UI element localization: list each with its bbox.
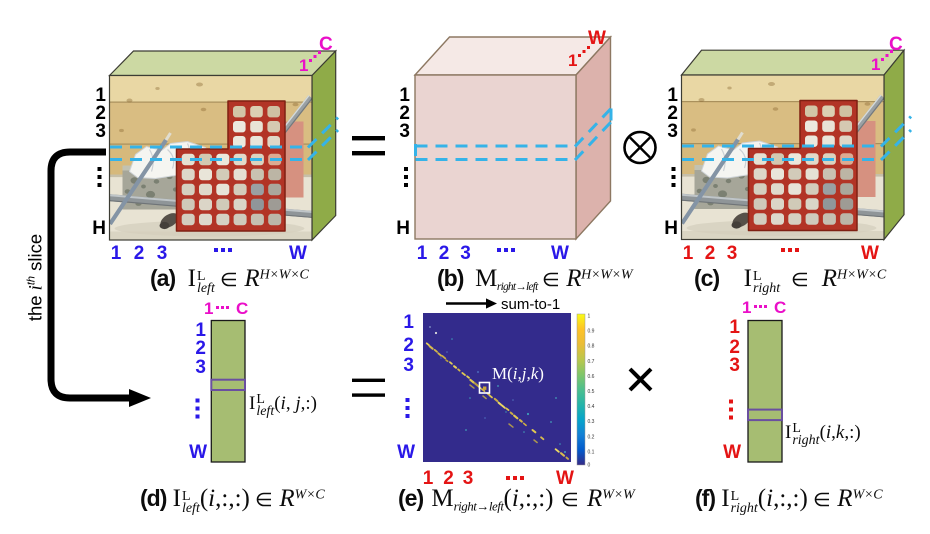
svg-text:2: 2 xyxy=(439,243,450,264)
svg-text:2: 2 xyxy=(403,335,414,356)
svg-text:2: 2 xyxy=(95,103,106,124)
svg-text:1: 1 xyxy=(95,85,106,106)
svg-text:1: 1 xyxy=(588,314,591,320)
svg-text:1: 1 xyxy=(204,299,213,318)
svg-text:0.8: 0.8 xyxy=(588,344,595,350)
svg-text:sum-to-1: sum-to-1 xyxy=(501,296,560,313)
svg-text:0.7: 0.7 xyxy=(588,359,595,365)
svg-text:W: W xyxy=(861,243,879,264)
svg-text:0.6: 0.6 xyxy=(588,374,595,380)
svg-text:C: C xyxy=(774,298,786,317)
svg-text:1: 1 xyxy=(568,51,577,70)
svg-text:1: 1 xyxy=(195,320,206,341)
svg-text:0: 0 xyxy=(588,463,591,469)
svg-text:0.3: 0.3 xyxy=(588,419,595,425)
svg-text:3: 3 xyxy=(667,121,678,142)
svg-text:1: 1 xyxy=(403,312,414,333)
svg-text:0.4: 0.4 xyxy=(588,404,595,410)
svg-text:3: 3 xyxy=(727,243,738,264)
svg-text:W: W xyxy=(723,442,741,463)
svg-text:1: 1 xyxy=(417,243,428,264)
svg-text:0.9: 0.9 xyxy=(588,329,595,335)
svg-text:0.2: 0.2 xyxy=(588,434,595,440)
svg-text:H: H xyxy=(396,218,410,239)
svg-text:3: 3 xyxy=(195,357,206,378)
svg-text:1: 1 xyxy=(111,243,122,264)
svg-text:1: 1 xyxy=(667,85,678,106)
svg-text:2: 2 xyxy=(667,103,678,124)
svg-text:1: 1 xyxy=(399,85,410,106)
svg-text:W: W xyxy=(289,243,307,264)
svg-text:3: 3 xyxy=(95,121,106,142)
svg-text:3: 3 xyxy=(460,243,471,264)
svg-text:2: 2 xyxy=(399,103,410,124)
svg-text:W: W xyxy=(588,28,606,49)
svg-text:W: W xyxy=(189,442,207,463)
svg-text:M(i,j,k): M(i,j,k) xyxy=(492,364,544,383)
svg-text:1: 1 xyxy=(423,468,434,489)
svg-text:3: 3 xyxy=(157,243,168,264)
svg-text:1: 1 xyxy=(742,298,751,317)
svg-text:C: C xyxy=(319,34,333,55)
svg-text:1: 1 xyxy=(299,56,308,75)
svg-text:2: 2 xyxy=(134,243,145,264)
svg-text:W: W xyxy=(551,243,569,264)
svg-text:3: 3 xyxy=(399,121,410,142)
svg-text:1: 1 xyxy=(871,55,880,74)
svg-text:2: 2 xyxy=(729,337,740,358)
svg-text:C: C xyxy=(889,34,903,55)
svg-text:H: H xyxy=(92,218,106,239)
svg-text:H: H xyxy=(664,218,678,239)
svg-text:W: W xyxy=(397,442,415,463)
svg-text:2: 2 xyxy=(705,243,716,264)
svg-text:2: 2 xyxy=(443,468,454,489)
svg-text:3: 3 xyxy=(729,355,740,376)
svg-text:1: 1 xyxy=(729,317,740,338)
svg-text:1: 1 xyxy=(683,243,694,264)
svg-text:3: 3 xyxy=(463,468,474,489)
svg-text:0.5: 0.5 xyxy=(588,389,595,395)
svg-text:2: 2 xyxy=(195,338,206,359)
svg-text:C: C xyxy=(236,299,248,318)
svg-text:3: 3 xyxy=(403,355,414,376)
svg-text:W: W xyxy=(556,468,574,489)
svg-text:0.1: 0.1 xyxy=(588,449,595,455)
